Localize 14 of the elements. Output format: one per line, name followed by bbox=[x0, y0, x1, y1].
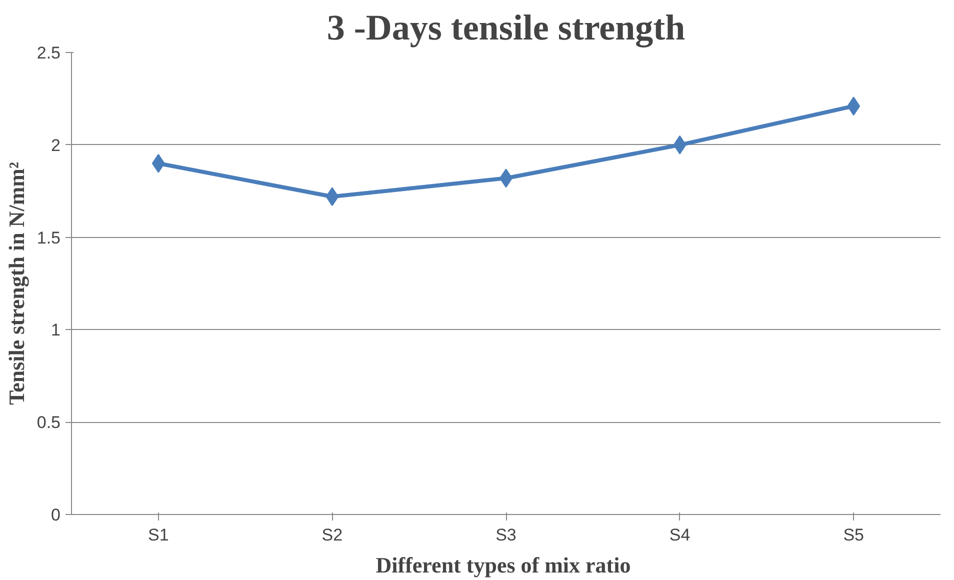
x-tick-label: S5 bbox=[843, 526, 864, 544]
y-tick-label: 2 bbox=[51, 136, 61, 155]
x-axis-title: Different types of mix ratio bbox=[376, 552, 631, 578]
y-axis-title: Tensile strength in N/mm² bbox=[4, 162, 29, 406]
y-tick-label: 0 bbox=[51, 506, 61, 524]
x-tick-label: S1 bbox=[148, 526, 169, 544]
x-tick-label: S4 bbox=[669, 526, 690, 544]
x-tick-label: S3 bbox=[496, 526, 516, 544]
y-tick-label: 1 bbox=[51, 320, 61, 340]
y-tick-label: 1.5 bbox=[36, 228, 61, 248]
x-tick-label: S2 bbox=[322, 526, 343, 544]
y-tick-label: 2.5 bbox=[36, 44, 61, 62]
chart-title: 3 -Days tensile strength bbox=[326, 8, 686, 48]
y-tick-label: 0.5 bbox=[36, 413, 61, 432]
